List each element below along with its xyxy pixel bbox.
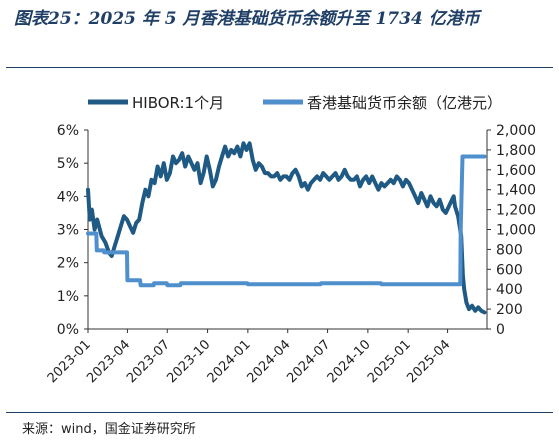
left-tick-label: 3% xyxy=(57,223,79,239)
x-tick-label: 2023-10 xyxy=(164,337,213,386)
legend-label: 香港基础货币余额（亿港元） xyxy=(307,94,502,112)
left-tick-label: 5% xyxy=(57,156,79,172)
legend: HIBOR:1个月 香港基础货币余额（亿港元） xyxy=(88,94,502,112)
right-tick-label: 1,600 xyxy=(496,163,536,179)
left-tick-label: 6% xyxy=(57,123,79,139)
source-note: 来源：wind，国金证券研究所 xyxy=(22,422,196,437)
series-line-hibor xyxy=(86,141,487,315)
right-tick-label: 400 xyxy=(496,282,523,298)
right-tick-label: 1,400 xyxy=(496,183,536,199)
left-tick-label: 2% xyxy=(57,256,79,272)
right-tick-label: 600 xyxy=(496,262,523,278)
left-tick-label: 4% xyxy=(57,189,79,205)
footer-rule xyxy=(6,412,553,413)
right-tick-label: 1,000 xyxy=(496,223,536,239)
right-tick-label: 0 xyxy=(496,322,505,338)
left-tick-label: 1% xyxy=(57,289,79,305)
x-tick-label: 2023-07 xyxy=(124,337,173,386)
x-tick-label: 2024-04 xyxy=(245,337,294,386)
x-tick-label: 2024-01 xyxy=(205,337,254,386)
chart-title: 图表25：2025 年 5 月香港基础货币余额升至 1734 亿港币 xyxy=(14,9,480,29)
series-line-monetary-base xyxy=(86,154,487,288)
right-tick-label: 200 xyxy=(496,302,523,318)
x-tick-label: 2024-07 xyxy=(284,337,333,386)
title-rule xyxy=(6,67,553,68)
chart: HIBOR:1个月 香港基础货币余额（亿港元） 0% 1% 2% 3% 4% 5% 6% 0 20… xyxy=(45,94,536,386)
x-tick-label: 2024-10 xyxy=(325,337,374,386)
x-tick-label: 2025-04 xyxy=(404,337,453,386)
right-tick-label: 2,000 xyxy=(496,123,536,139)
right-tick-label: 1,800 xyxy=(496,143,536,159)
legend-label: HIBOR:1个月 xyxy=(132,94,224,112)
series-group xyxy=(86,141,487,315)
left-tick-label: 0% xyxy=(57,322,79,338)
x-tick-label: 2023-04 xyxy=(84,337,133,386)
right-tick-label: 800 xyxy=(496,242,523,258)
right-tick-label: 1,200 xyxy=(496,203,536,219)
